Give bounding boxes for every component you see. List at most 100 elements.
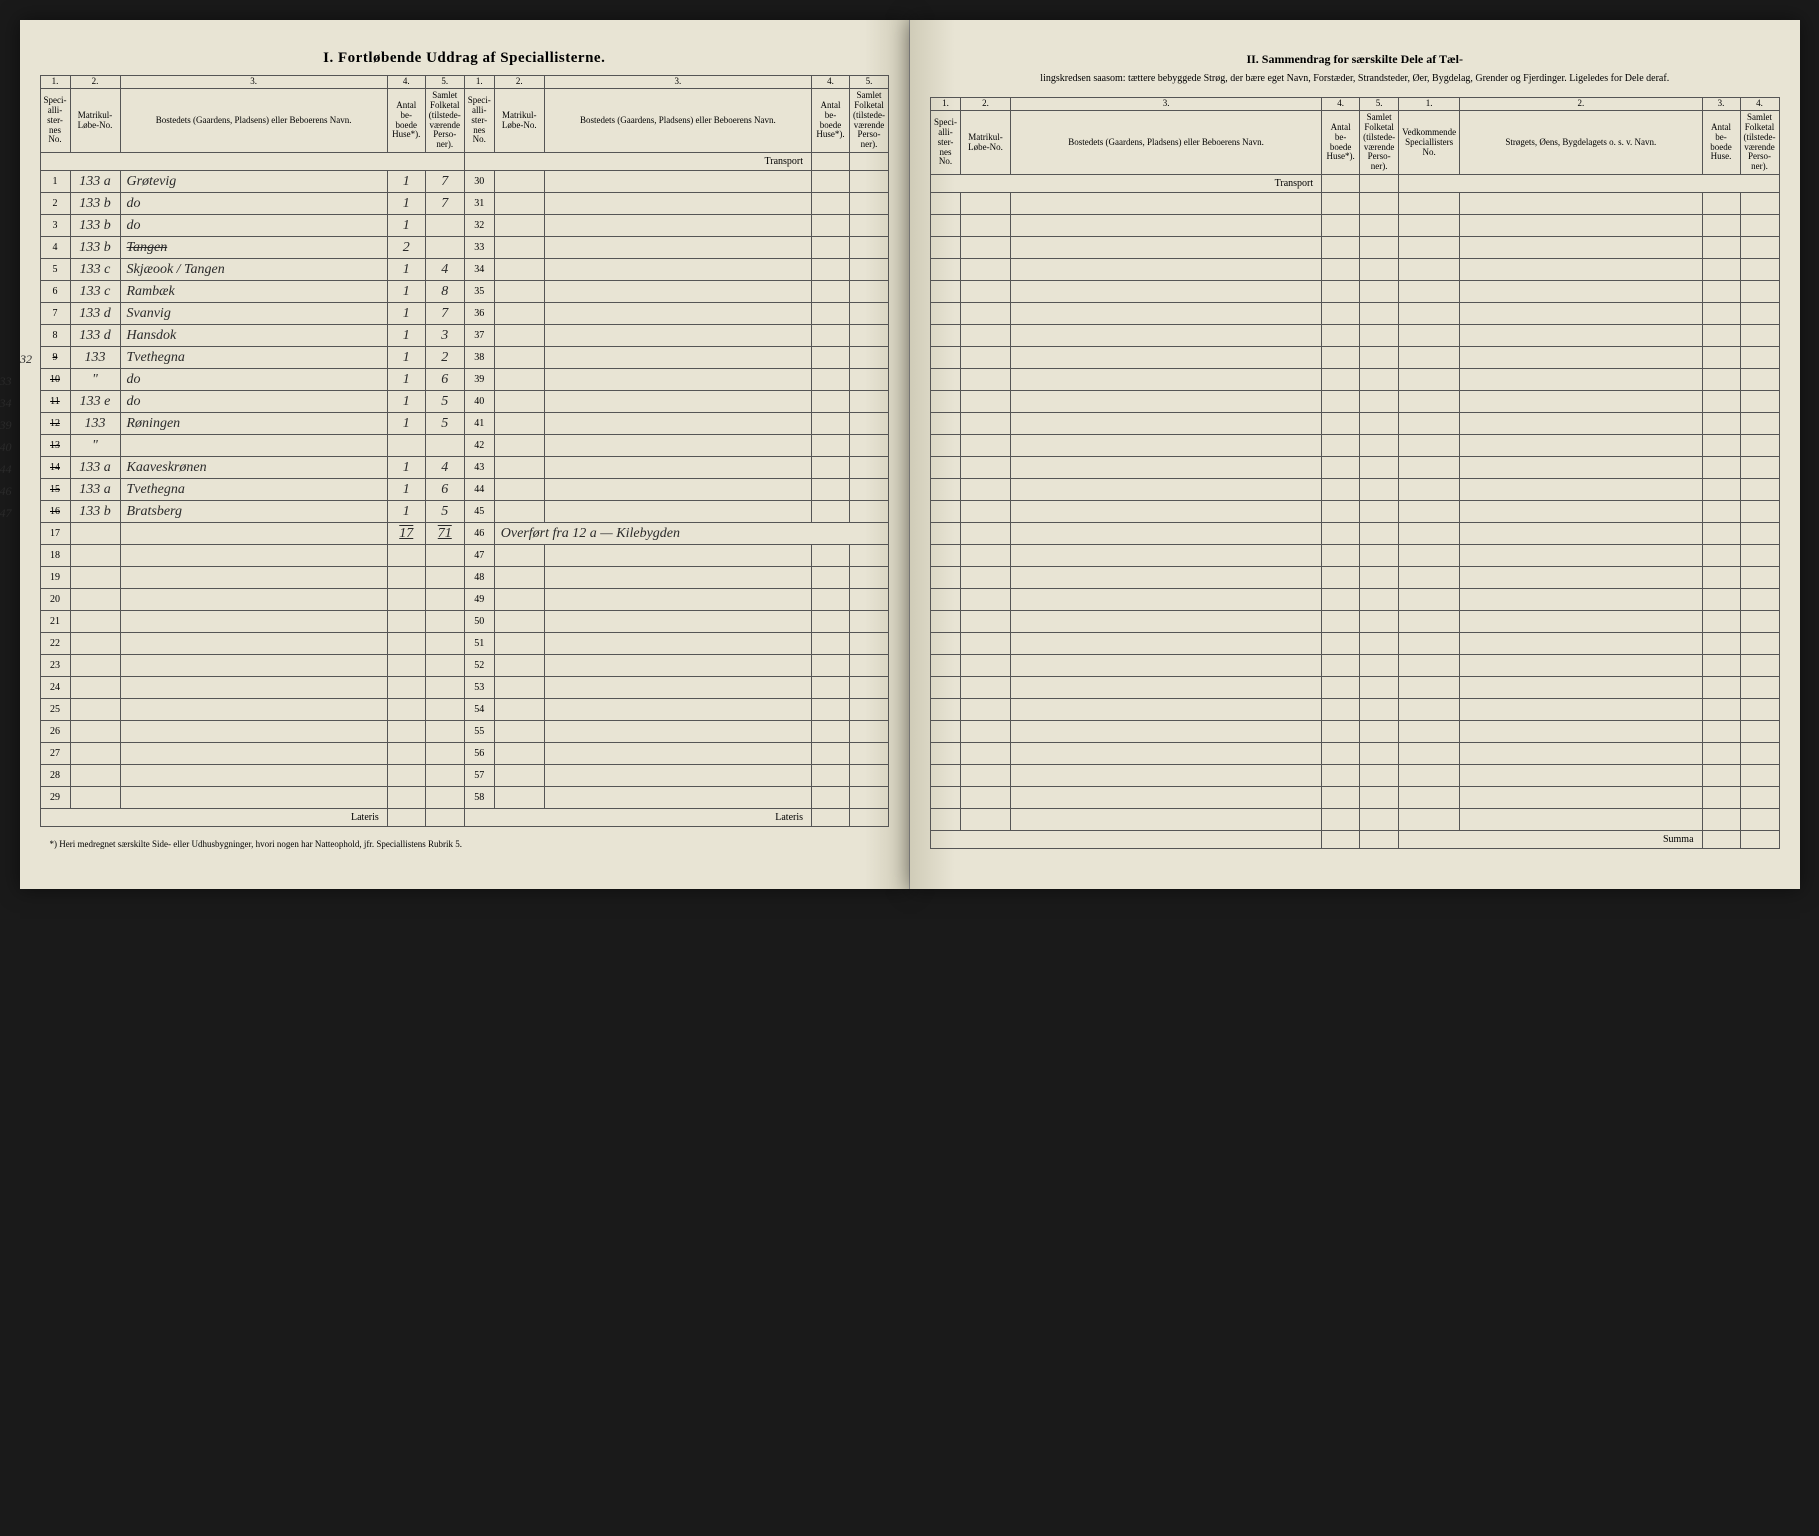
h-4b: 4. [812,76,850,89]
section-2-title-1: II. Sammendrag for særskilte Dele af Tæl… [1246,52,1463,66]
table-row [931,523,1780,545]
table-header: 1. 2. 3. 4. 5. 1. 2. 3. 4. 5. Speci-alli… [40,76,889,153]
cell-mat: 133 a [70,171,120,193]
table-row [931,699,1780,721]
h-5b: 5. [850,76,889,89]
h-matrikul: Matrikul-Løbe-No. [70,88,120,152]
table-row [931,479,1780,501]
table-row [931,193,1780,215]
cell-no-r: 30 [464,171,494,193]
h-5: 5. [425,76,464,89]
table-row: 7 133 d Svanvig 1 7 36 [40,303,889,325]
table-row [931,743,1780,765]
table-row [931,303,1780,325]
h-bostedet-b: Bostedets (Gaardens, Pladsens) eller Beb… [544,88,811,152]
table-row [931,721,1780,743]
table-row: 1847 [40,545,889,567]
table-row: 5 133 c Skjæook / Tangen 1 4 34 [40,259,889,281]
h-3b: 3. [544,76,811,89]
table-row: 1239 133 Røningen 1 5 41 [40,413,889,435]
table-row [931,237,1780,259]
h-bostedet: Bostedets (Gaardens, Pladsens) eller Beb… [120,88,387,152]
h-speci-b: Speci-alli-ster-nes No. [464,88,494,152]
table-row [931,347,1780,369]
table-row [931,259,1780,281]
h-1b: 1. [464,76,494,89]
overført-note: Overført fra 12 a — Kilebygden [494,523,888,545]
h-2b: 2. [494,76,544,89]
left-page-table: 1. 2. 3. 4. 5. 1. 2. 3. 4. 5. Speci-alli… [40,75,890,827]
table-row [931,369,1780,391]
left-page: I. Fortløbende Uddrag af Speciallisterne… [20,20,911,889]
table-header-right: 1. 2. 3. 4. 5. 1. 2. 3. 4. Speci-alli-st… [931,98,1780,175]
table-row: 1033 " do 1 6 39 [40,369,889,391]
table-row: 8 133 d Hansdok 1 3 37 [40,325,889,347]
table-row: 2453 [40,677,889,699]
table-row [931,435,1780,457]
table-row [931,765,1780,787]
table-row: 1 133 a Grøtevig 1 7 30 [40,171,889,193]
table-row: 2049 [40,589,889,611]
table-row [931,391,1780,413]
table-row: 1340 " 42 [40,435,889,457]
lateris-label: Lateris [40,809,387,827]
table-row: 2958 [40,787,889,809]
h-samlet: Samlet Folketal (tilstede-værende Perso-… [425,88,464,152]
table-row [931,809,1780,831]
table-row: 2554 [40,699,889,721]
h-4: 4. [387,76,425,89]
table-row: 932 133 Tvethegna 1 2 38 [40,347,889,369]
h-matrikul-b: Matrikul-Løbe-No. [494,88,544,152]
table-row [931,633,1780,655]
table-row: 1444 133 a Kaaveskrønen 1 4 43 [40,457,889,479]
cell-no: 1 [40,171,70,193]
footnote: *) Heri medregnet særskilte Side- eller … [40,839,890,849]
summa-row: Summa [931,831,1780,849]
table-body-right: Transport [931,175,1780,849]
section-1-title: I. Fortløbende Uddrag af Speciallisterne… [40,50,890,67]
table-row [931,677,1780,699]
table-row: 1134 133 e do 1 5 40 [40,391,889,413]
transport-row-r: Transport [931,175,1780,193]
table-row [931,589,1780,611]
table-row [931,545,1780,567]
ledger-book: I. Fortløbende Uddrag af Speciallisterne… [20,20,1800,889]
table-row [931,655,1780,677]
cell-huse: 1 [387,171,425,193]
table-row: 1546 133 a Tvethegna 1 6 44 [40,479,889,501]
table-row: 1948 [40,567,889,589]
table-row [931,501,1780,523]
cell-name: Grøtevig [120,171,387,193]
table-row: 3 133 b do 1 32 [40,215,889,237]
table-row [931,215,1780,237]
right-page-table: 1. 2. 3. 4. 5. 1. 2. 3. 4. Speci-alli-st… [930,97,1780,849]
table-row: 1647 133 b Bratsberg 1 5 45 [40,501,889,523]
table-row [931,611,1780,633]
totals-row: 17 17 71 46 Overført fra 12 a — Kilebygd… [40,523,889,545]
table-row: 2756 [40,743,889,765]
h-antal-b: Antal be-boede Huse*). [812,88,850,152]
lateris-label-b: Lateris [464,809,811,827]
transport-row: Transport [40,153,889,171]
table-row [931,787,1780,809]
table-row: 2352 [40,655,889,677]
table-body: Transport 1 133 a Grøtevig 1 7 30 2 133 … [40,153,889,827]
table-row: 2150 [40,611,889,633]
table-row [931,457,1780,479]
table-row: 2251 [40,633,889,655]
h-antal: Antal be-boede Huse*). [387,88,425,152]
table-row: 2655 [40,721,889,743]
table-row [931,567,1780,589]
h-2: 2. [70,76,120,89]
h-1: 1. [40,76,70,89]
lateris-row: Lateris Lateris [40,809,889,827]
section-2-title-2: lingskredsen saasom: tættere bebyggede S… [930,72,1780,85]
table-row: 6 133 c Rambæk 1 8 35 [40,281,889,303]
right-page: II. Sammendrag for særskilte Dele af Tæl… [910,20,1800,889]
table-row: 4 133 b Tangen 2 33 [40,237,889,259]
table-row [931,281,1780,303]
table-row: 2 133 b do 1 7 31 [40,193,889,215]
transport-label: Transport [464,153,811,171]
h-samlet-b: Samlet Folketal (tilstede-værende Perso-… [850,88,889,152]
h-speci: Speci-alli-ster-nes No. [40,88,70,152]
